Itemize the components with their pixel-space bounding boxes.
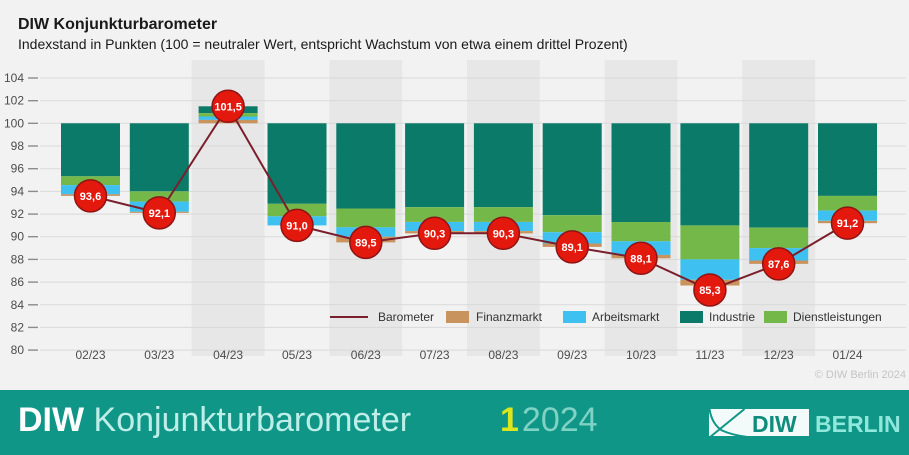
svg-text:88: 88	[11, 252, 25, 266]
svg-text:07/23: 07/23	[420, 348, 450, 362]
svg-text:102: 102	[4, 94, 24, 108]
svg-text:93,6: 93,6	[80, 191, 101, 203]
svg-text:88,1: 88,1	[630, 253, 651, 265]
svg-text:Industrie: Industrie	[709, 310, 755, 324]
svg-text:101,5: 101,5	[214, 101, 242, 113]
svg-text:91,0: 91,0	[286, 220, 307, 232]
svg-text:104: 104	[4, 71, 24, 85]
svg-text:87,6: 87,6	[768, 259, 789, 271]
svg-text:DIW: DIW	[752, 411, 797, 437]
svg-text:91,2: 91,2	[837, 218, 858, 230]
svg-text:04/23: 04/23	[213, 348, 243, 362]
svg-text:Finanzmarkt: Finanzmarkt	[476, 310, 543, 324]
svg-text:11/23: 11/23	[695, 348, 724, 362]
svg-text:92: 92	[11, 207, 25, 221]
svg-text:90,3: 90,3	[424, 228, 445, 240]
svg-text:© DIW Berlin 2024: © DIW Berlin 2024	[815, 369, 906, 381]
svg-text:02/23: 02/23	[75, 348, 105, 362]
svg-text:BERLIN: BERLIN	[815, 411, 901, 437]
svg-text:09/23: 09/23	[557, 348, 587, 362]
svg-text:84: 84	[11, 298, 25, 312]
svg-text:08/23: 08/23	[488, 348, 518, 362]
svg-text:06/23: 06/23	[351, 348, 381, 362]
svg-text:86: 86	[11, 275, 25, 289]
svg-text:05/23: 05/23	[282, 348, 312, 362]
svg-text:10/23: 10/23	[626, 348, 656, 362]
svg-text:01/24: 01/24	[832, 348, 862, 362]
svg-text:98: 98	[11, 139, 25, 153]
svg-text:89,5: 89,5	[355, 237, 376, 249]
svg-text:90,3: 90,3	[493, 228, 514, 240]
svg-text:Arbeitsmarkt: Arbeitsmarkt	[592, 310, 660, 324]
svg-text:85,3: 85,3	[699, 285, 720, 297]
svg-text:Barometer: Barometer	[378, 310, 434, 324]
svg-text:82: 82	[11, 320, 25, 334]
svg-text:100: 100	[4, 116, 24, 130]
svg-text:12/23: 12/23	[764, 348, 794, 362]
svg-text:94: 94	[11, 184, 25, 198]
svg-text:80: 80	[11, 343, 25, 357]
svg-text:89,1: 89,1	[561, 242, 582, 254]
svg-text:96: 96	[11, 162, 25, 176]
svg-text:03/23: 03/23	[144, 348, 174, 362]
svg-text:Dienstleistungen: Dienstleistungen	[793, 310, 882, 324]
svg-text:92,1: 92,1	[149, 208, 170, 220]
svg-text:90: 90	[11, 230, 25, 244]
